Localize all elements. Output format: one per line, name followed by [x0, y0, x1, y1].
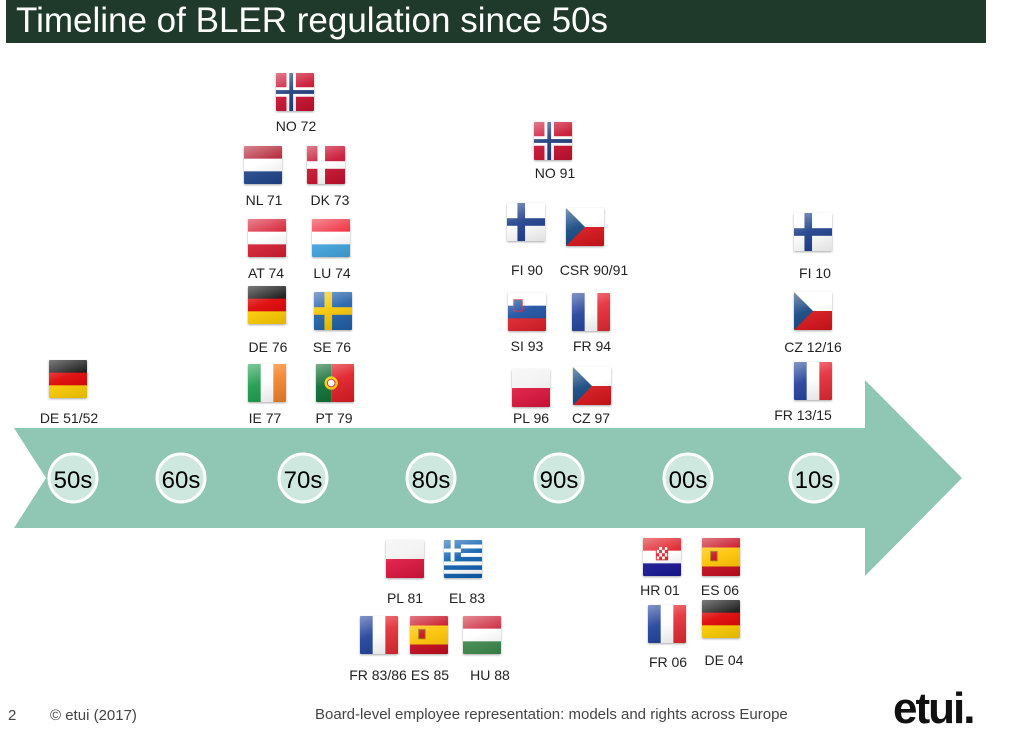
copyright: © etui (2017) [50, 707, 137, 724]
decade-label: 10s [794, 467, 834, 494]
portugal-flag-icon [316, 364, 354, 402]
hungary-flag-icon [463, 616, 501, 654]
czechoslovakia-flag-icon [566, 208, 604, 246]
poland-flag-icon [512, 369, 550, 407]
decade-label: 80s [411, 467, 451, 494]
footer-caption: Board-level employee representation: mod… [315, 706, 788, 723]
decade-circle [405, 452, 457, 504]
germany-flag-icon [49, 360, 87, 398]
decade-label: 70s [283, 467, 323, 494]
flag-label: EL 83 [448, 590, 486, 606]
flag-label: ES 06 [700, 582, 740, 598]
decade-label: 50s [53, 467, 93, 494]
arrow-shape [14, 380, 962, 576]
spain-flag-icon [702, 538, 740, 576]
spain-flag-icon [410, 616, 448, 654]
decade-label: 60s [161, 467, 201, 494]
norway-flag-icon [276, 73, 314, 111]
flag-label: NO 72 [275, 118, 317, 134]
flag-label: HR 01 [640, 582, 680, 598]
flag-label: SE 76 [312, 339, 352, 355]
decade-label: 90s [539, 467, 579, 494]
slovenia-flag-icon [508, 293, 546, 331]
luxembourg-flag-icon [312, 219, 350, 257]
flag-label: FR 06 [648, 654, 688, 670]
flag-label: FI 90 [511, 262, 543, 278]
flag-label: FR 94 [572, 338, 612, 354]
flag-label: DK 73 [310, 192, 350, 208]
france-flag-icon [794, 362, 832, 400]
poland-flag-icon [386, 540, 424, 578]
flag-label: FR 13/15 [774, 407, 832, 423]
greece-flag-icon [444, 540, 482, 578]
flag-label: LU 74 [313, 265, 351, 281]
decade-label: 00s [668, 467, 708, 494]
germany-flag-icon [702, 600, 740, 638]
flag-label: CZ 97 [571, 410, 611, 426]
decade-circle [788, 452, 840, 504]
decade-circle [47, 452, 99, 504]
slide-title: Timeline of BLER regulation since 50s [16, 1, 609, 40]
flag-label: PL 96 [512, 410, 550, 426]
france-flag-icon [360, 616, 398, 654]
flag-label: PL 81 [386, 590, 424, 606]
ireland-flag-icon [248, 364, 286, 402]
flag-label: NL 71 [245, 192, 283, 208]
page-number: 2 [8, 707, 17, 724]
decade-circle [662, 452, 714, 504]
germany-flag-icon [248, 286, 286, 324]
czechia-flag-icon [573, 367, 611, 405]
croatia-flag-icon [643, 538, 681, 576]
flag-label: SI 93 [510, 338, 544, 354]
flag-label: DE 76 [248, 339, 288, 355]
flag-label: NO 91 [534, 165, 576, 181]
flag-label: HU 88 [470, 667, 510, 683]
flag-label: DE 51/52 [39, 410, 99, 426]
flag-label: PT 79 [315, 410, 353, 426]
finland-flag-icon [794, 213, 832, 251]
decade-circle [533, 452, 585, 504]
sweden-flag-icon [314, 292, 352, 330]
austria-flag-icon [248, 219, 286, 257]
netherlands-flag-icon [244, 146, 282, 184]
czechia-flag-icon [794, 292, 832, 330]
flag-label: ES 85 [410, 667, 450, 683]
france-flag-icon [572, 293, 610, 331]
decade-circle [277, 452, 329, 504]
flag-label: CSR 90/91 [559, 262, 629, 278]
flag-label: CZ 12/16 [784, 339, 842, 355]
finland-flag-icon [507, 203, 545, 241]
flag-label: AT 74 [247, 265, 285, 281]
denmark-flag-icon [307, 146, 345, 184]
france-flag-icon [648, 605, 686, 643]
title-bar: Timeline of BLER regulation since 50s [6, 0, 986, 43]
flag-label: IE 77 [248, 410, 282, 426]
decade-circle [155, 452, 207, 504]
norway-flag-icon [534, 122, 572, 160]
flag-label: DE 04 [704, 652, 744, 668]
flag-label: FI 10 [799, 265, 831, 281]
flag-label: FR 83/86 [349, 667, 407, 683]
etui-logo: etui. [893, 684, 975, 733]
